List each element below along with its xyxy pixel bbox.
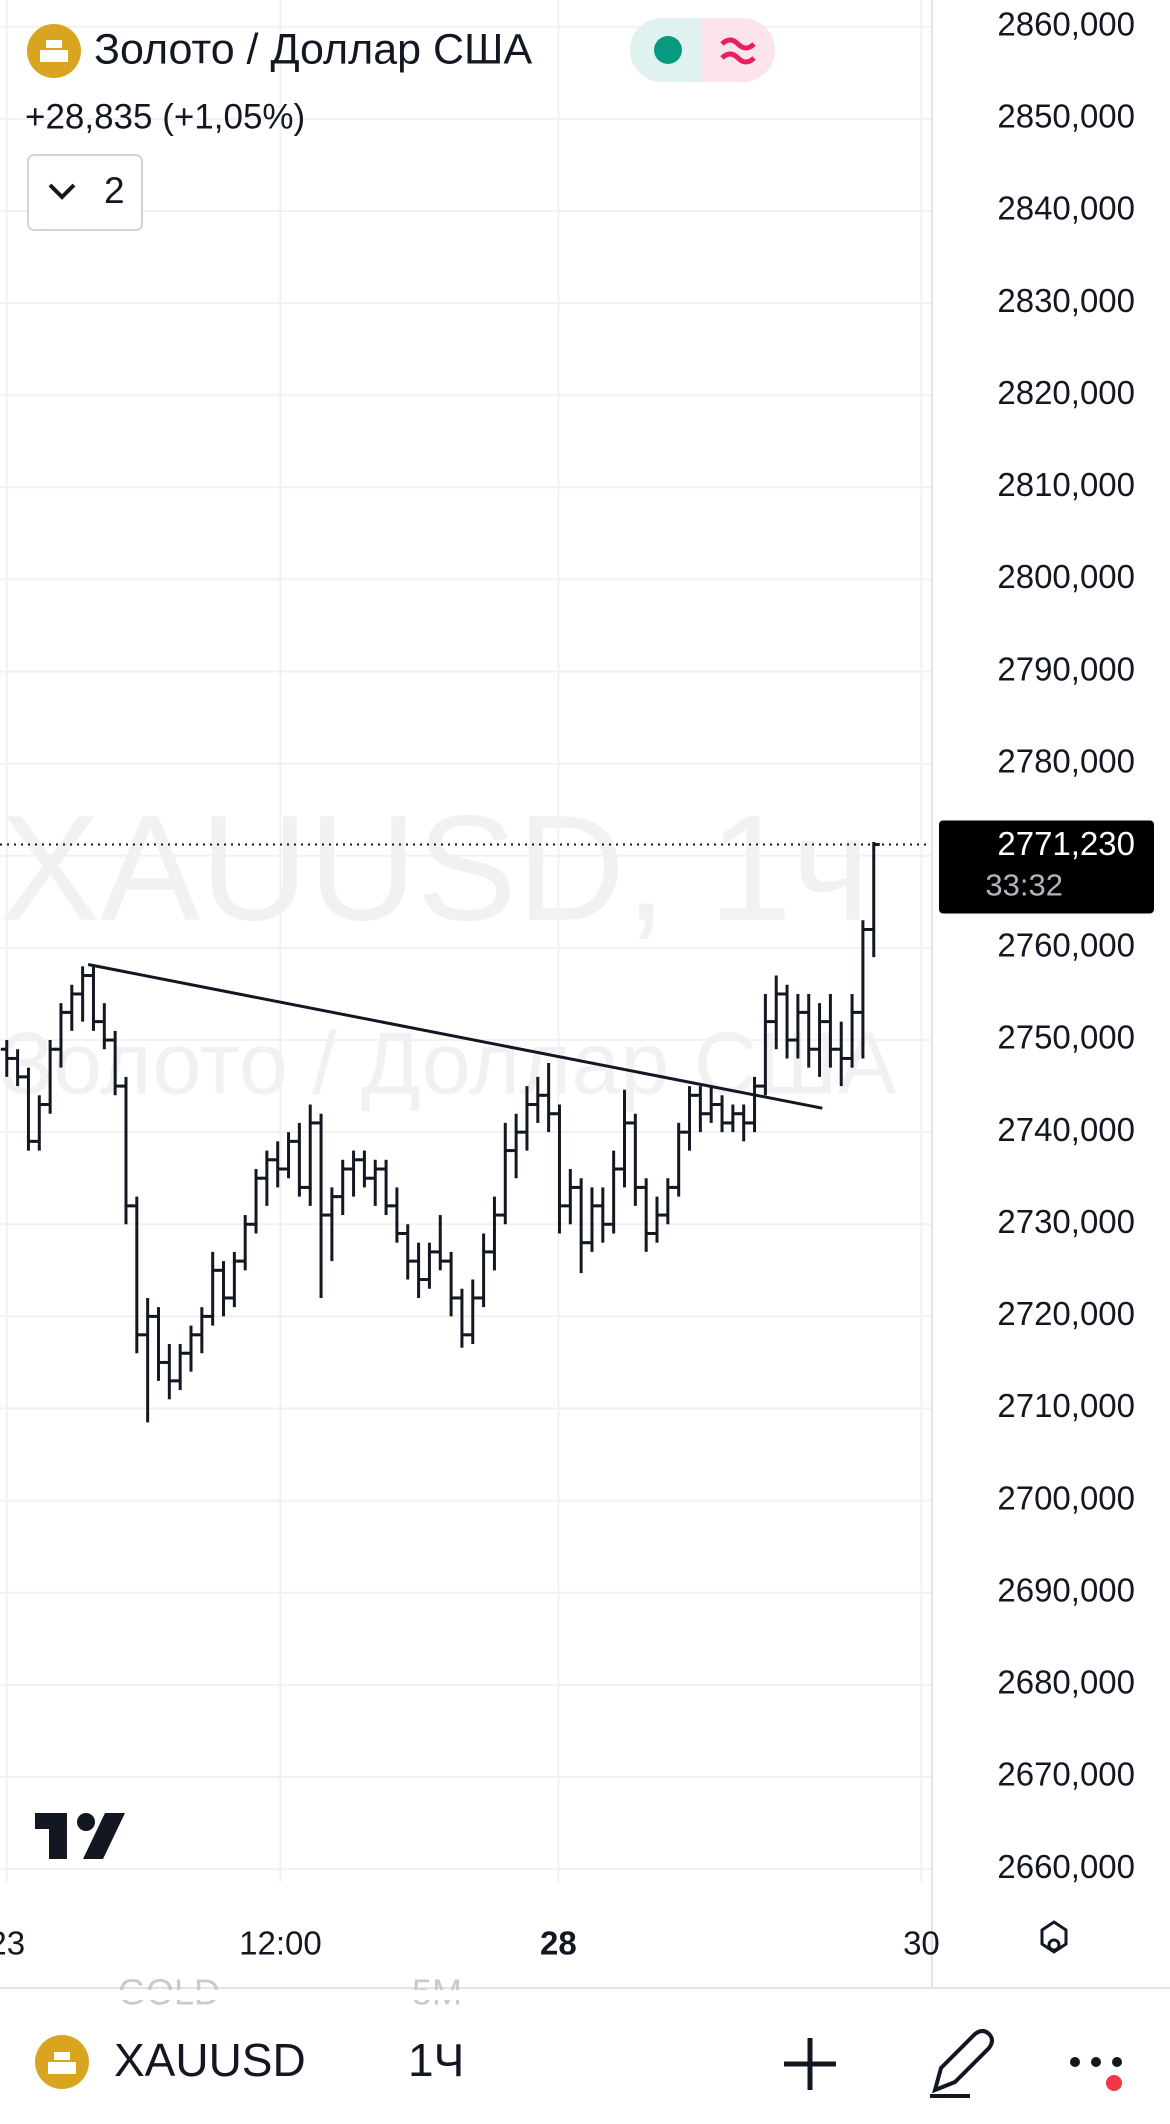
draw-button[interactable] — [930, 2029, 994, 2098]
gold-icon-bar — [54, 2052, 70, 2060]
y-tick-label: 2720,000 — [997, 1295, 1135, 1332]
more-dot — [1112, 2057, 1122, 2067]
price-change: +28,835 (+1,05%) — [25, 97, 305, 136]
trend-line — [87, 963, 823, 1110]
toolbar-mask — [0, 1990, 1170, 2000]
y-tick-label: 2710,000 — [997, 1387, 1135, 1424]
gold-icon-bar — [46, 40, 62, 48]
add-button[interactable] — [784, 2038, 836, 2090]
y-tick-label: 2750,000 — [997, 1019, 1135, 1056]
y-tick-label: 2730,000 — [997, 1203, 1135, 1240]
y-tick-label: 2660,000 — [997, 1848, 1135, 1885]
settings-icon-dot — [1047, 1938, 1061, 1952]
y-tick-label: 2700,000 — [997, 1479, 1135, 1516]
x-tick-label: 30 — [903, 1925, 940, 1962]
y-tick-label: 2820,000 — [997, 374, 1135, 411]
y-tick-label: 2790,000 — [997, 650, 1135, 687]
chevron-icon — [48, 183, 76, 200]
symbol-title[interactable]: Золото / Доллар США — [94, 25, 532, 73]
y-tick-label: 2810,000 — [997, 466, 1135, 503]
x-tick-label: 28 — [540, 1925, 577, 1962]
indicators-count: 2 — [104, 170, 125, 211]
last-price-tag — [939, 820, 1154, 914]
countdown-label: 33:32 — [985, 868, 1063, 903]
more-button[interactable] — [1070, 2057, 1080, 2067]
tv-logo-dot — [77, 1813, 95, 1831]
y-tick-label: 2860,000 — [997, 5, 1135, 42]
y-tick-label: 2850,000 — [997, 98, 1135, 135]
gold-icon-bar — [48, 2062, 76, 2074]
y-tick-label: 2690,000 — [997, 1571, 1135, 1608]
y-tick-label: 2740,000 — [997, 1111, 1135, 1148]
delay-icon — [720, 37, 756, 65]
y-tick-label: 2670,000 — [997, 1756, 1135, 1793]
x-tick-label: 23 — [0, 1925, 25, 1962]
settings-button[interactable] — [1040, 1920, 1068, 1954]
last-price-label: 2771,230 — [997, 825, 1135, 862]
notification-dot — [1106, 2075, 1122, 2091]
toolbar-interval[interactable]: 1Ч — [408, 2034, 464, 2086]
y-tick-label: 2780,000 — [997, 742, 1135, 779]
grid — [0, 0, 932, 1882]
tv-logo — [35, 1813, 125, 1859]
y-tick-label: 2760,000 — [997, 927, 1135, 964]
market-open-dot — [654, 36, 682, 64]
indicators-toggle[interactable] — [27, 154, 143, 231]
plot — [0, 841, 932, 1423]
y-tick-label: 2680,000 — [997, 1664, 1135, 1701]
watermark-name: Золото / Доллар США — [0, 1013, 897, 1112]
more-dot — [1091, 2057, 1101, 2067]
watermark-symbol: XAUUSD, 1ч — [0, 784, 870, 952]
x-tick-label: 12:00 — [239, 1925, 322, 1962]
gold-icon-bar — [40, 50, 68, 62]
y-tick-label: 2840,000 — [997, 190, 1135, 227]
toolbar-symbol[interactable]: XAUUSD — [114, 2034, 306, 2086]
y-tick-label: 2830,000 — [997, 282, 1135, 319]
y-tick-label: 2800,000 — [997, 558, 1135, 595]
